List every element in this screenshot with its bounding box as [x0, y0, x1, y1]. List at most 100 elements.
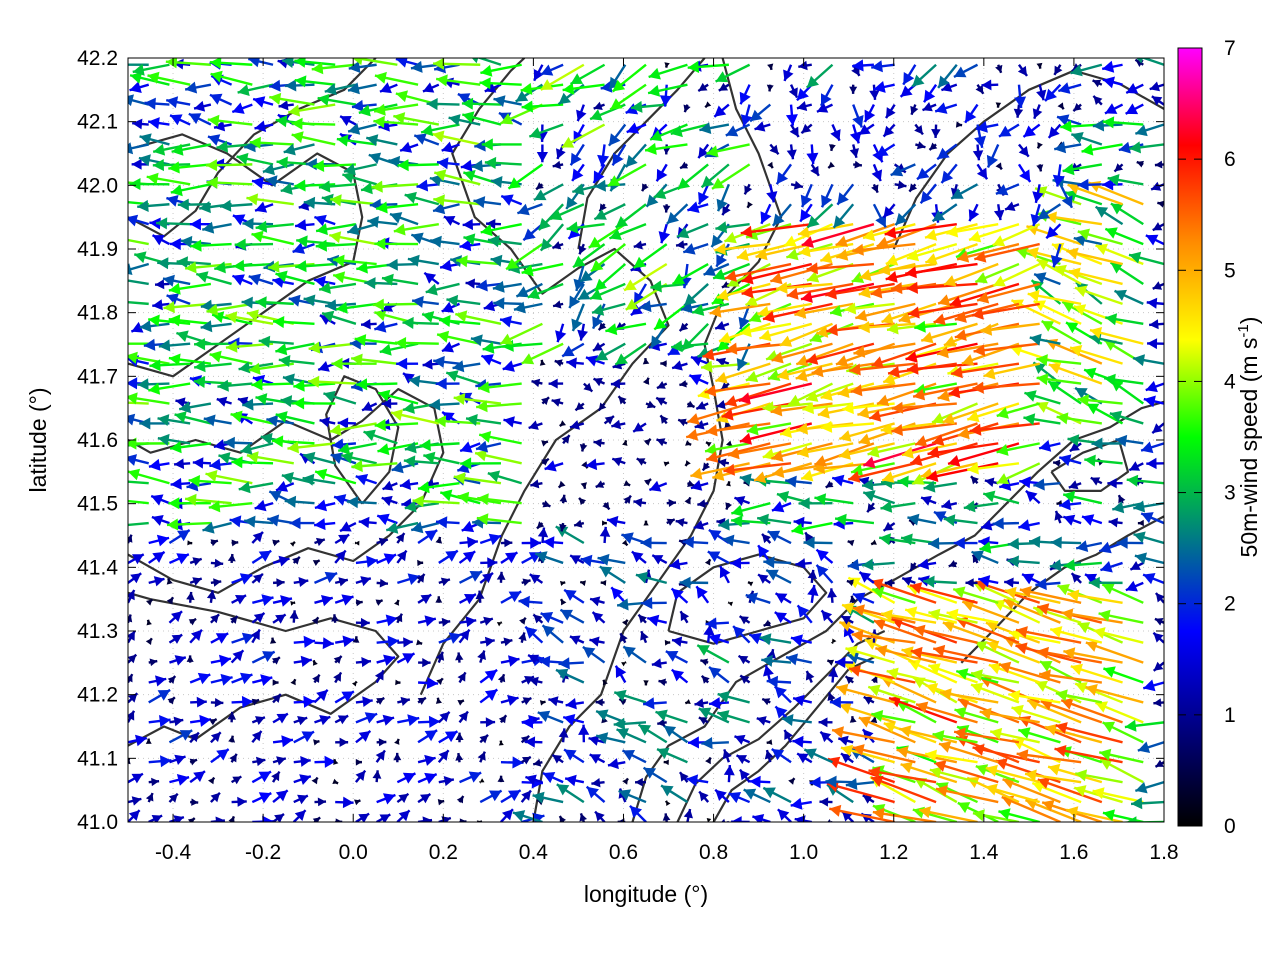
wind-vector-head — [398, 810, 410, 822]
wind-vector-head — [705, 757, 711, 765]
wind-vector-head — [701, 737, 713, 750]
wind-vector — [942, 620, 999, 644]
wind-vector-head — [111, 475, 122, 487]
wind-vector-head — [793, 694, 805, 707]
wind-vector — [727, 601, 733, 607]
wind-vector-head — [271, 657, 280, 665]
wind-vector — [563, 748, 585, 764]
wind-vector-head — [849, 716, 857, 723]
wind-vector — [899, 725, 958, 744]
wind-vector-head — [901, 646, 914, 659]
wind-vector-head — [763, 619, 772, 627]
wind-vector-head — [728, 792, 742, 804]
wind-vector — [662, 724, 689, 744]
wind-vector — [678, 771, 689, 783]
wind-vector — [722, 748, 732, 763]
wind-vector-head — [1102, 583, 1115, 595]
wind-vector-head — [835, 656, 846, 669]
wind-vector-shaft — [932, 647, 999, 664]
wind-vector — [827, 819, 833, 822]
wind-vector — [458, 570, 483, 584]
wind-vector-head — [160, 755, 172, 768]
wind-vector — [334, 690, 355, 704]
wind-vector-head — [1077, 622, 1091, 634]
wind-vector-head — [595, 811, 605, 822]
wind-vector — [372, 770, 382, 783]
wind-vector-head — [661, 785, 674, 797]
wind-vector — [773, 685, 792, 704]
wind-vector — [438, 776, 455, 787]
wind-vector — [210, 698, 224, 708]
wind-vector-head — [1155, 593, 1164, 603]
wind-vector-head — [131, 773, 143, 784]
wind-vector-head — [807, 585, 819, 596]
wind-vector — [665, 650, 688, 664]
wind-vector — [376, 635, 400, 648]
wind-vector-head — [956, 668, 969, 680]
wind-vector-head — [1153, 661, 1164, 671]
wind-vector-head — [1016, 626, 1028, 638]
wind-vector-head — [564, 749, 577, 761]
wind-vector — [311, 776, 319, 785]
wind-vector — [314, 797, 327, 807]
wind-vector-head — [617, 598, 629, 611]
wind-vector-head — [1100, 759, 1113, 770]
wind-vector-head — [852, 744, 865, 756]
wind-vector — [1031, 781, 1082, 804]
wind-vector — [500, 655, 520, 667]
wind-vector — [272, 813, 285, 822]
wind-vector — [128, 362, 129, 364]
wind-vector — [728, 792, 751, 804]
wind-vector — [1037, 777, 1103, 804]
wind-vector-head — [1124, 719, 1137, 732]
wind-vector — [186, 655, 194, 663]
wind-vector — [417, 615, 437, 627]
wind-vector-head — [435, 596, 443, 603]
wind-vector-head — [337, 715, 349, 725]
wind-vector-head — [253, 573, 263, 584]
wind-vector-head — [151, 777, 160, 787]
wind-vector-head — [339, 737, 349, 747]
wind-vector — [538, 655, 564, 668]
wind-vector-head — [859, 572, 872, 583]
contour-line — [960, 515, 1164, 664]
wind-vector — [565, 698, 585, 710]
wind-vector-head — [842, 602, 855, 615]
wind-vector — [272, 735, 294, 748]
wind-vector — [846, 579, 854, 587]
wind-vector-shaft — [933, 761, 999, 784]
wind-vector-head — [616, 728, 629, 740]
wind-vector-head — [788, 778, 795, 785]
wind-vector — [714, 788, 730, 803]
wind-vector — [312, 816, 321, 822]
wind-vector-head — [1154, 618, 1164, 626]
wind-vector-head — [820, 731, 832, 743]
wind-vector-head — [832, 638, 837, 644]
wind-vector-shaft — [910, 649, 978, 664]
wind-vector-head — [407, 573, 420, 585]
wind-vector-head — [588, 735, 600, 746]
wind-vector-head — [708, 633, 721, 646]
wind-vector — [613, 717, 647, 730]
wind-vector — [781, 714, 812, 726]
wind-vector-head — [332, 778, 339, 784]
wind-vector — [1019, 586, 1082, 604]
wind-vector-head — [852, 592, 866, 604]
wind-vector — [792, 694, 813, 707]
wind-vector-head — [457, 700, 464, 706]
wind-vector — [169, 774, 190, 786]
wind-vector — [396, 792, 410, 804]
wind-vector-head — [1008, 690, 1021, 702]
wind-vector — [314, 595, 334, 607]
wind-vector — [815, 564, 834, 584]
wind-vector — [229, 753, 238, 763]
wind-vector-head — [167, 676, 176, 684]
wind-vector — [145, 738, 152, 744]
wind-vector — [900, 761, 958, 784]
wind-vector — [252, 594, 274, 606]
wind-vector-head — [468, 771, 482, 783]
wind-vector-head — [565, 698, 577, 710]
wind-vector-head — [613, 717, 626, 730]
wind-vector — [521, 675, 535, 685]
wind-vector-head — [271, 771, 280, 782]
